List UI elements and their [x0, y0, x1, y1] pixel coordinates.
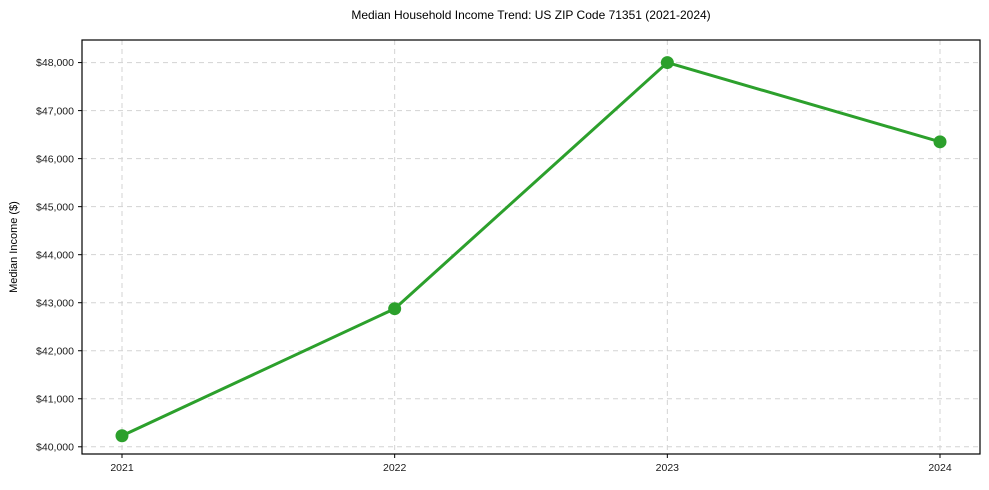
- y-tick-label: $41,000: [36, 393, 74, 405]
- plot-border: [81, 39, 981, 455]
- y-tick-label: $43,000: [36, 297, 74, 309]
- data-line: [120, 61, 942, 438]
- y-tick-label: $44,000: [36, 249, 74, 261]
- x-tick-label: 2024: [928, 462, 952, 474]
- data-point: [115, 429, 129, 443]
- chart-title: Median Household Income Trend: US ZIP Co…: [351, 8, 711, 22]
- x-tick-label: 2021: [110, 462, 134, 474]
- data-point: [388, 302, 402, 316]
- y-tick-label: $48,000: [36, 57, 74, 69]
- x-tick-label: 2022: [383, 462, 407, 474]
- y-tick-label: $46,000: [36, 153, 74, 165]
- y-tick-label: $40,000: [36, 441, 74, 453]
- data-point: [660, 56, 674, 70]
- y-tick-label: $45,000: [36, 201, 74, 213]
- x-tick-label: 2023: [656, 462, 680, 474]
- data-point: [933, 135, 947, 149]
- y-tick-label: $47,000: [36, 105, 74, 117]
- y-tick-label: $42,000: [36, 345, 74, 357]
